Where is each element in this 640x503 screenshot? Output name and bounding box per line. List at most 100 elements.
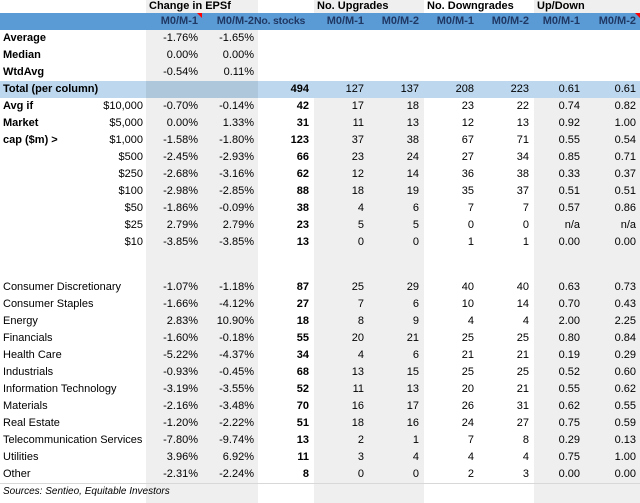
cell-no-stocks: 52: [296, 383, 309, 395]
cell-upgrades-m0m1: 127: [314, 81, 369, 98]
cell-downgrades-m0m2: [479, 64, 534, 81]
cell-updown-m0m1: [534, 251, 587, 279]
row-label-cell: $10: [0, 234, 146, 251]
cell-eps-change-m0m2: -2.24%: [202, 466, 258, 483]
row-label: Energy: [3, 315, 38, 327]
cell-updown-m0m1: [534, 47, 587, 64]
row-label-cell: Avg if $10,000: [0, 98, 146, 115]
cell-no-stocks: 8: [302, 468, 309, 480]
row-label-cell: Sources: Sentieo, Equitable Investors: [0, 484, 170, 500]
cell-upgrades-m0m2: 6: [369, 296, 424, 313]
cell-no-stocks: [258, 251, 314, 279]
cell-downgrades-m0m1: [424, 64, 479, 81]
table-row: WtdAvg -0.54% 0.11%: [0, 64, 640, 81]
cell-upgrades-m0m2: 6: [369, 200, 424, 217]
cell-updown-m0m2: 1.00: [587, 115, 640, 132]
cell-no-stocks: 87: [296, 281, 309, 293]
row-label-cell: Energy: [0, 313, 146, 330]
cell-no-stocks: 11: [297, 451, 309, 463]
cell-upgrades-m0m2: [369, 47, 424, 64]
cell-no-stocks: 68: [296, 366, 309, 378]
cell-upgrades-m0m2: 15: [369, 364, 424, 381]
cell-downgrades-m0m2: [479, 484, 534, 500]
table-row: Avg if $10,000 -0.70% -0.14% 42 17 18 23 22 0.74 0…: [0, 98, 640, 115]
cell-upgrades-m0m2: 24: [369, 149, 424, 166]
cell-eps-change-m0m1: 0.00%: [146, 115, 202, 132]
comment-indicator-icon[interactable]: [197, 13, 202, 18]
table-row: Median 0.00% 0.00%: [0, 47, 640, 64]
cell-downgrades-m0m2: 31: [516, 400, 529, 412]
comment-indicator-icon[interactable]: [635, 13, 640, 18]
header-spacer-stocks: [258, 0, 314, 13]
cell-eps-change-m0m2: -4.37%: [202, 347, 258, 364]
cell-eps-change-m0m2: -2.22%: [202, 415, 258, 432]
cell-eps-change-m0m1: -3.85%: [146, 234, 202, 251]
cell-downgrades-m0m2: 4: [522, 451, 529, 463]
cell-updown-m0m1: 0.92: [534, 115, 587, 132]
cell-eps-change-m0m1: -2.16%: [146, 398, 202, 415]
threshold-value: $1,000: [109, 134, 143, 146]
cell-updown-m0m1: 0.62: [534, 398, 587, 415]
row-label: WtdAvg: [3, 66, 45, 78]
threshold-value: $25: [124, 219, 143, 231]
cell-downgrades-m0m2: 71: [516, 134, 529, 146]
cell-upgrades-m0m1: 17: [314, 98, 369, 115]
row-label-cell: WtdAvg: [0, 64, 146, 81]
row-label-cell: Utilities: [0, 449, 146, 466]
cell-downgrades-m0m2: 27: [516, 417, 529, 429]
cell-no-stocks: [258, 484, 314, 500]
table-row: $100 -2.98% -2.85% 88 18 19 35 37 0.51 0.51: [0, 183, 640, 200]
row-label-cell: Materials: [0, 398, 146, 415]
table-row: $500 -2.45% -2.93% 66 23 24 27 34 0.85 0.71: [0, 149, 640, 166]
cell-no-stocks: 51: [296, 417, 309, 429]
cell-upgrades-m0m1: 2: [314, 432, 369, 449]
cell-upgrades-m0m1: 0: [314, 234, 369, 251]
cell-downgrades-m0m2: 34: [516, 151, 529, 163]
cell-upgrades-m0m1: 25: [314, 279, 369, 296]
cell-no-stocks: 18: [296, 315, 309, 327]
row-label: Utilities: [3, 451, 39, 463]
table-row: Energy 2.83% 10.90% 18 8 9 4 4 2.00 2.25: [0, 313, 640, 330]
cell-upgrades-m0m1: 37: [314, 132, 369, 149]
cell-downgrades-m0m1: 21: [461, 349, 474, 361]
row-label-cell: Total (per column): [0, 81, 146, 98]
cell-updown-m0m2: 0.00: [587, 466, 640, 483]
threshold-value: $10: [124, 236, 143, 248]
cell-no-stocks: 23: [296, 219, 309, 231]
cell-eps-change-m0m1: -1.66%: [146, 296, 202, 313]
cell-updown-m0m1: 0.57: [534, 200, 587, 217]
cell-downgrades-m0m1: 35: [461, 185, 474, 197]
cell-downgrades-m0m1: 40: [461, 281, 474, 293]
subheader-updown-m0m2: M0/M-2: [587, 13, 640, 30]
cell-upgrades-m0m1: 4: [314, 200, 369, 217]
table-row: Market $5,000 0.00% 1.33% 31 11 13 12 13 0.92 1.00: [0, 115, 640, 132]
cell-downgrades-m0m2: [479, 47, 534, 64]
cell-downgrades-m0m1: 7: [467, 202, 474, 214]
cell-eps-change-m0m2: -0.45%: [202, 364, 258, 381]
cell-eps-change-m0m2: -3.55%: [202, 381, 258, 398]
row-label-cell: Financials: [0, 330, 146, 347]
row-label-cell: Telecommunication Services: [0, 432, 146, 449]
row-label-cell: Market $5,000: [0, 115, 146, 132]
cell-updown-m0m1: 0.55: [534, 381, 587, 398]
cell-downgrades-m0m1: 20: [461, 383, 474, 395]
cell-upgrades-m0m1: [314, 64, 369, 81]
row-label-cell: Real Estate: [0, 415, 146, 432]
cell-eps-change-m0m2: -2.85%: [202, 183, 258, 200]
table-body: Average -1.76% -1.65% Median 0.00% 0.00% WtdAv…: [0, 30, 640, 503]
cell-updown-m0m2: 0.51: [587, 183, 640, 200]
subheader-downgrades-m0m2: M0/M-2: [491, 15, 529, 27]
table-row: Financials -1.60% -0.18% 55 20 21 25 25 0.80 0.84: [0, 330, 640, 347]
cell-eps-change-m0m2: 0.00%: [202, 47, 258, 64]
table-row: $10 -3.85% -3.85% 13 0 0 1 1 0.00 0.00: [0, 234, 640, 251]
cell-eps-change-m0m2: -2.93%: [202, 149, 258, 166]
cell-no-stocks: 494: [290, 83, 309, 95]
cell-updown-m0m1: 0.00: [534, 466, 587, 483]
cell-eps-change-m0m1: -0.70%: [146, 98, 202, 115]
row-label: Average: [3, 32, 47, 44]
cell-updown-m0m2: 0.54: [587, 132, 640, 149]
cell-downgrades-m0m1: [424, 47, 479, 64]
cell-no-stocks: [258, 47, 314, 64]
cell-downgrades-m0m2: 25: [516, 366, 529, 378]
table-row: Other -2.31% -2.24% 8 0 0 2 3 0.00 0.00: [0, 466, 640, 483]
